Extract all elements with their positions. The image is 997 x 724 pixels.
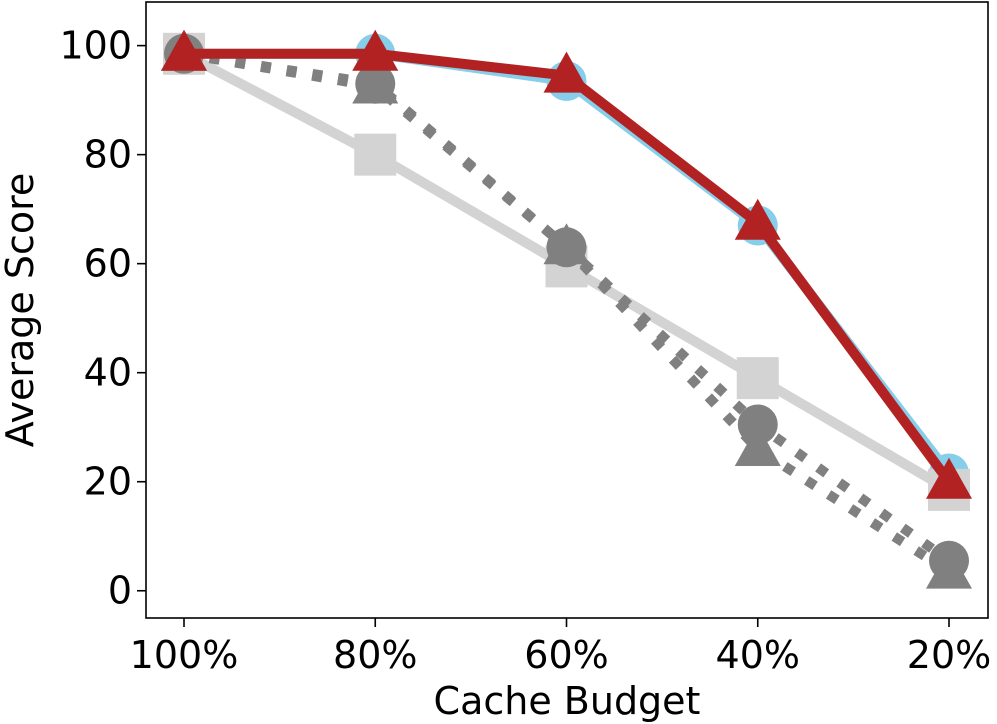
x-tick-label: 20% (907, 633, 991, 677)
x-tick-label: 40% (716, 633, 800, 677)
data-point-square (736, 357, 779, 400)
data-point-triangle (926, 457, 972, 499)
data-point-triangle (161, 29, 207, 71)
x-axis-label: Cache Budget (434, 679, 701, 723)
data-point-triangle (352, 62, 399, 104)
data-point-triangle (543, 223, 590, 265)
x-tick-label: 80% (333, 633, 417, 677)
y-tick-label: 100 (59, 24, 132, 68)
series-layer (161, 29, 972, 589)
data-point-triangle (926, 547, 972, 589)
y-tick-label: 40 (84, 351, 132, 395)
data-point-triangle (734, 198, 781, 240)
y-tick-label: 60 (84, 242, 132, 286)
data-point-triangle (543, 51, 590, 93)
x-tick-label: 60% (524, 633, 608, 677)
series-5 (161, 29, 972, 499)
data-point-square (354, 133, 397, 176)
y-tick-label: 20 (84, 460, 132, 504)
y-tick-label: 80 (84, 133, 132, 177)
x-axis: 100% 80% 60% 40% 20% (130, 618, 991, 677)
y-axis: 0 20 40 60 80 100 (59, 24, 146, 613)
data-point-triangle (352, 29, 399, 71)
x-tick-label: 100% (130, 633, 239, 677)
y-tick-label: 0 (108, 569, 132, 613)
data-point-triangle (734, 425, 781, 467)
y-axis-label: Average Score (0, 173, 42, 448)
